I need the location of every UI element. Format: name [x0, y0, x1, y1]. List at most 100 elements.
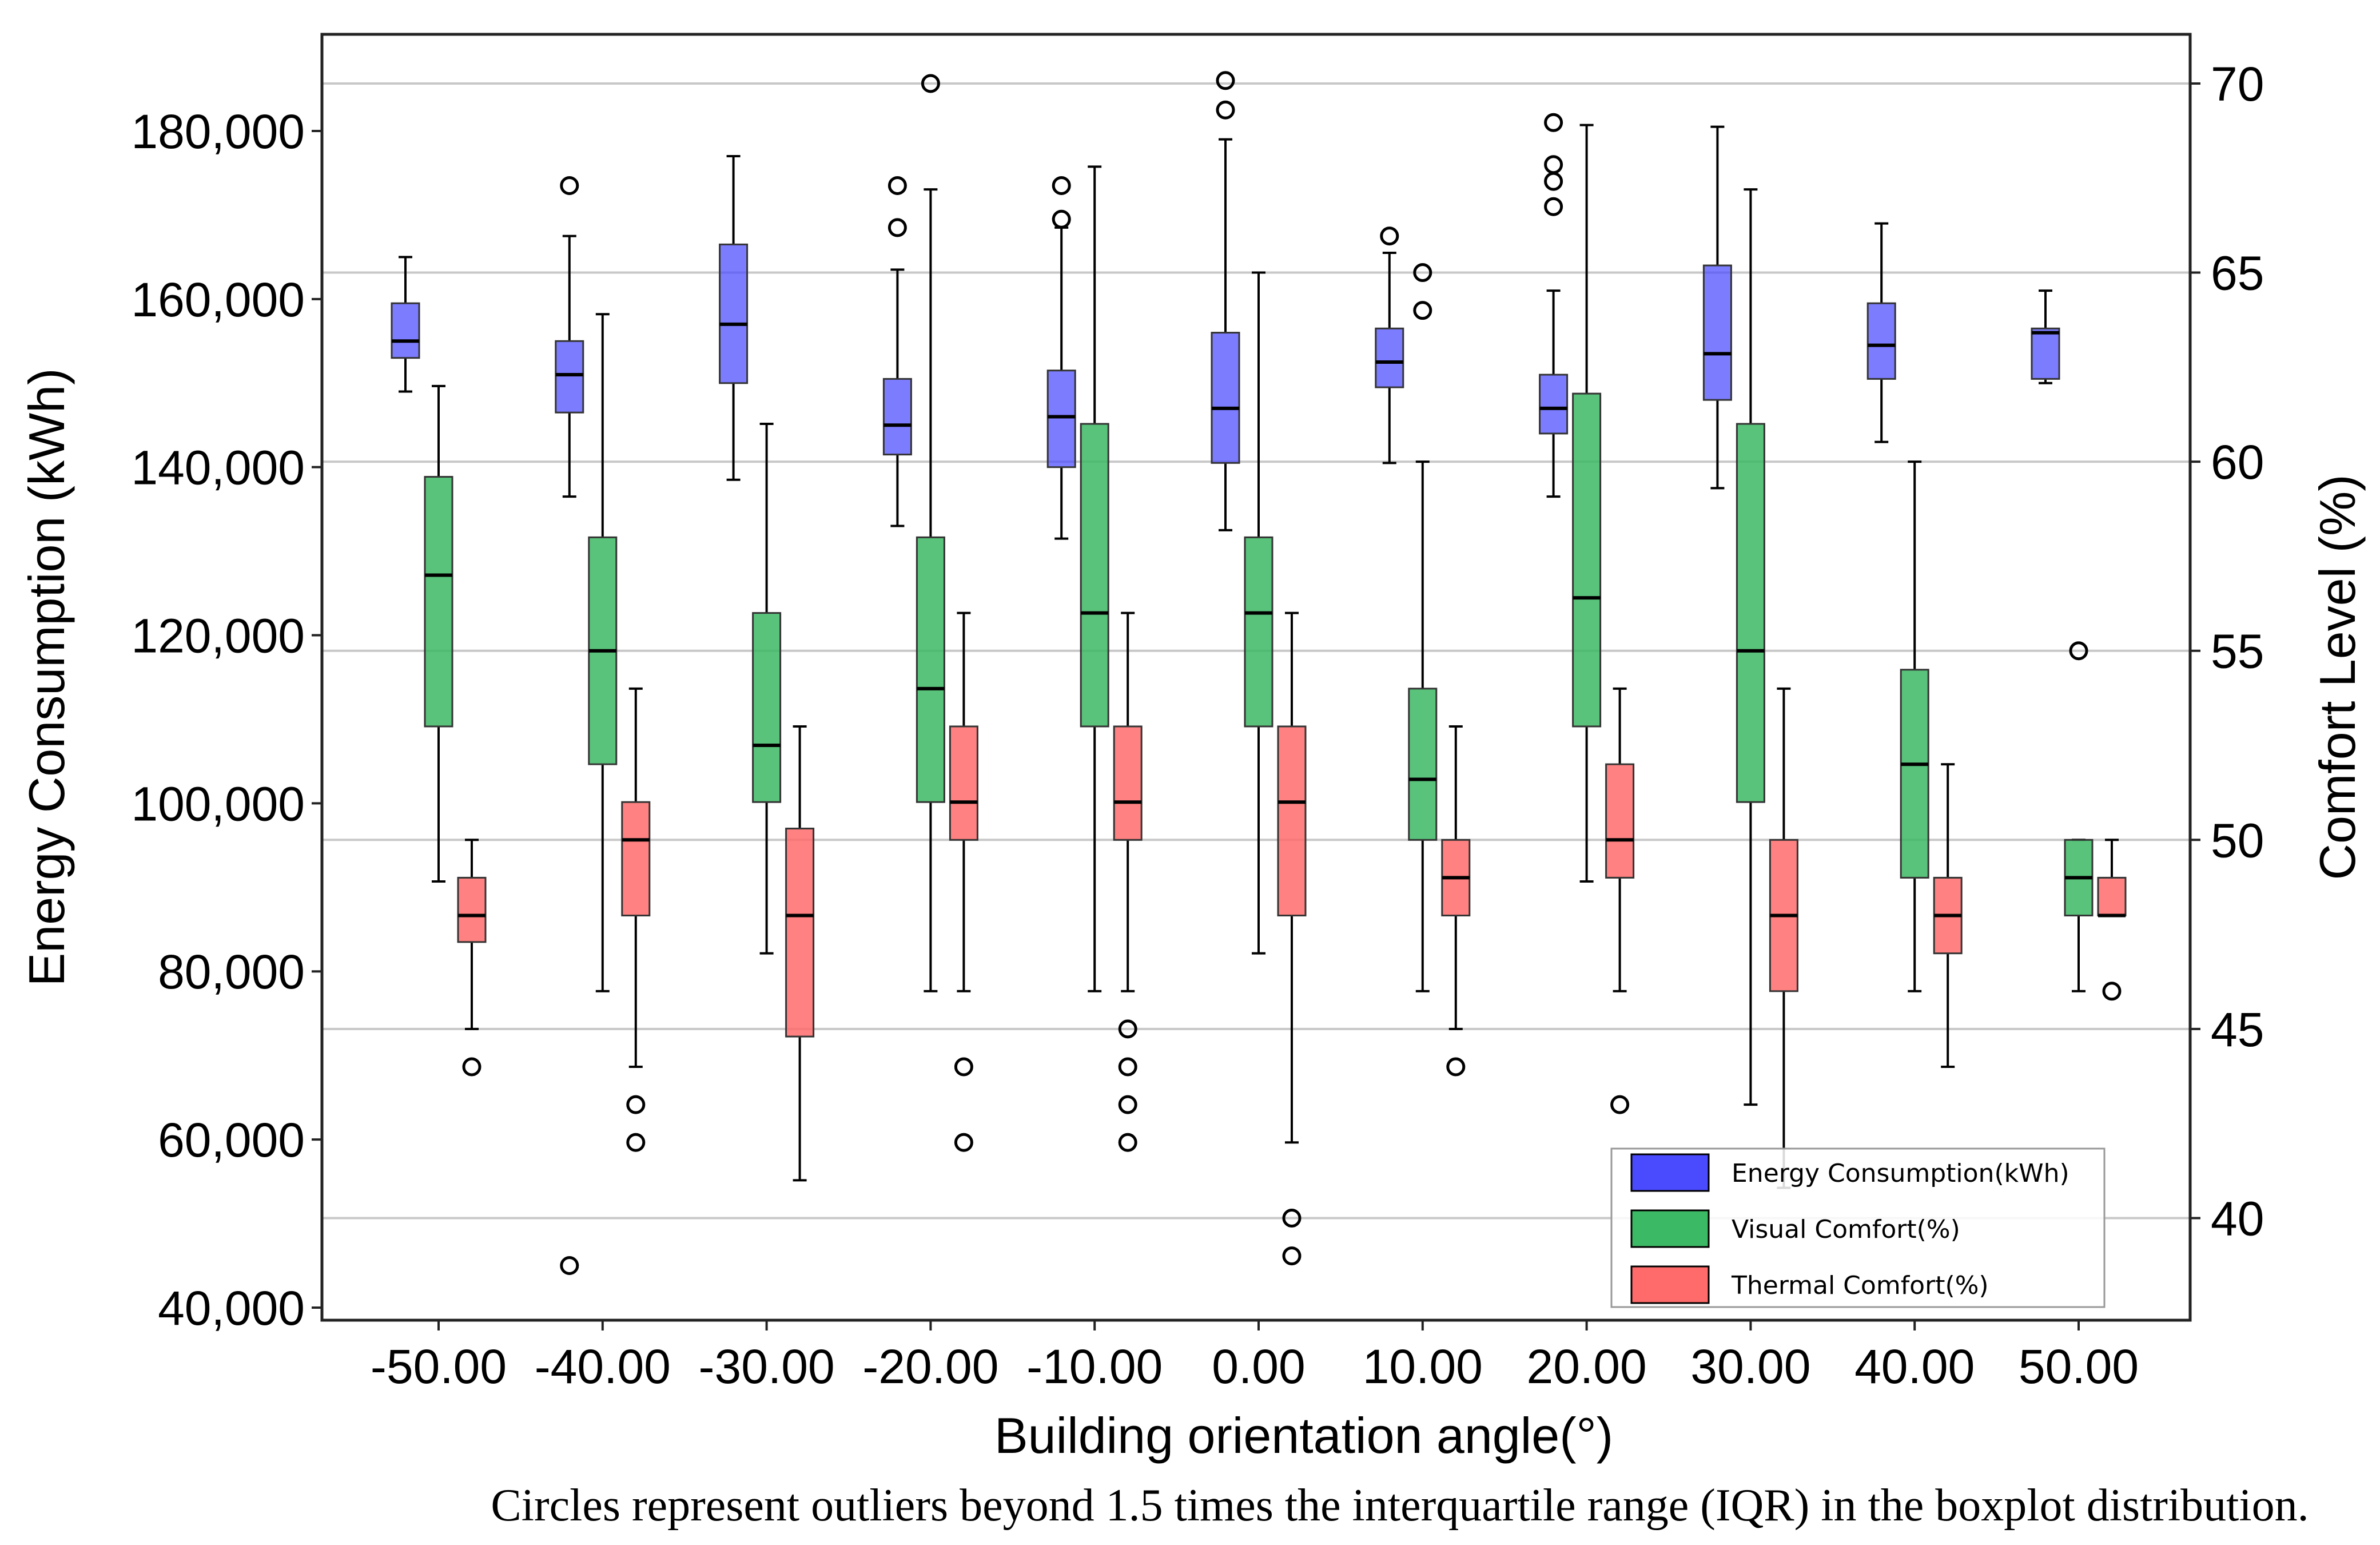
box-2-1: [621, 687, 651, 1152]
outlier-point: [1282, 1208, 1302, 1228]
legend-label-thermal: Thermal Comfort(%): [1731, 1271, 1989, 1300]
y2tick-label-4: 60: [2211, 435, 2264, 489]
outlier-point: [1216, 71, 1235, 90]
legend-label-visual: Visual Comfort(%): [1732, 1215, 1960, 1244]
box-iqr: [1866, 302, 1896, 380]
xtick-label-1: -40.00: [535, 1340, 671, 1393]
outlier-point: [1118, 1057, 1137, 1077]
box-2-2: [785, 725, 815, 1182]
box-iqr: [457, 876, 487, 943]
box-1-5: [1244, 271, 1273, 955]
xtick-label-10: 50.00: [2019, 1340, 2139, 1393]
xtick-label-6: 10.00: [1363, 1340, 1483, 1393]
box-1-7: [1572, 124, 1602, 883]
box-iqr: [1113, 725, 1143, 841]
box-iqr: [391, 302, 420, 359]
box-0-3: [882, 176, 912, 527]
box-iqr: [882, 378, 912, 456]
outlier-point: [954, 1133, 973, 1152]
outlier-point: [921, 74, 940, 93]
box-2-6: [1441, 725, 1471, 1077]
ytick-label-2: 80,000: [158, 945, 305, 999]
legend-swatch-visual: [1630, 1209, 1710, 1248]
xtick-label-5: 0.00: [1212, 1340, 1306, 1393]
box-0-9: [1866, 222, 1896, 443]
ytick-label-6: 160,000: [131, 273, 305, 327]
legend-swatch-thermal: [1630, 1265, 1710, 1304]
outlier-point: [1118, 1019, 1137, 1039]
outlier-point: [887, 218, 907, 237]
box-iqr: [1244, 536, 1273, 728]
box-1-2: [752, 423, 782, 955]
outlier-point: [1610, 1095, 1630, 1114]
box-iqr: [1277, 725, 1307, 917]
box-1-10: [2064, 641, 2094, 992]
outlier-point: [560, 176, 579, 195]
outlier-point: [1282, 1246, 1302, 1266]
y2tick-label-2: 50: [2211, 813, 2264, 867]
box-0-5: [1211, 71, 1240, 531]
outlier-point: [1544, 113, 1563, 132]
outlier-point: [2102, 982, 2122, 1001]
box-0-8: [1702, 125, 1732, 490]
box-iqr: [424, 476, 453, 728]
box-iqr: [785, 827, 815, 1038]
box-2-5: [1277, 611, 1307, 1266]
outlier-point: [1544, 197, 1563, 216]
xtick-label-8: 30.00: [1690, 1340, 1810, 1393]
box-1-9: [1900, 460, 1929, 992]
outlier-point: [1544, 172, 1563, 191]
outlier-point: [626, 1133, 646, 1152]
ytick-label-0: 40,000: [158, 1281, 305, 1335]
box-0-10: [2031, 289, 2060, 384]
legend-swatch-energy: [1630, 1153, 1710, 1192]
box-0-1: [555, 176, 584, 1275]
box-iqr: [1539, 374, 1569, 435]
outlier-point: [626, 1095, 646, 1114]
xtick-label-7: 20.00: [1526, 1340, 1646, 1393]
box-iqr: [1408, 688, 1438, 841]
box-0-2: [719, 155, 749, 481]
legend: Energy Consumption(kWh) Visual Comfort(%…: [1610, 1147, 2106, 1308]
box-iqr: [949, 725, 978, 841]
ytick-label-7: 180,000: [131, 105, 305, 158]
box-1-4: [1080, 165, 1109, 992]
outlier-point: [1413, 301, 1432, 320]
outlier-point: [1052, 176, 1071, 195]
outlier-point: [954, 1057, 973, 1077]
box-0-6: [1375, 227, 1404, 464]
y2tick-label-5: 65: [2211, 247, 2264, 300]
x-axis-title: Building orientation angle(°): [994, 1407, 1613, 1464]
box-iqr: [1080, 423, 1109, 728]
box-iqr: [752, 612, 782, 803]
y2tick-label-0: 40: [2211, 1191, 2264, 1245]
outlier-point: [1118, 1133, 1137, 1152]
outlier-point: [1413, 263, 1432, 283]
plot-frame: [320, 33, 2192, 1322]
box-iqr: [2097, 876, 2127, 917]
box-0-0: [391, 256, 420, 393]
box-2-7: [1605, 687, 1635, 1114]
box-0-7: [1539, 113, 1569, 498]
ytick-label-5: 140,000: [131, 441, 305, 495]
box-2-8: [1769, 687, 1798, 1189]
box-2-3: [949, 611, 978, 1152]
box-iqr: [719, 243, 749, 384]
box-iqr: [1736, 423, 1765, 803]
box-2-9: [1933, 763, 1963, 1069]
box-iqr: [1375, 327, 1404, 388]
outlier-point: [1052, 209, 1071, 229]
ytick-label-1: 60,000: [158, 1113, 305, 1167]
box-1-1: [588, 313, 618, 992]
box-1-3: [916, 74, 945, 992]
box-0-4: [1046, 176, 1076, 540]
box-1-0: [424, 384, 453, 883]
y-axis-title: Energy Consumption (kWh): [18, 368, 75, 987]
outlier-point: [560, 1256, 579, 1275]
outlier-point: [462, 1057, 481, 1077]
outlier-point: [1118, 1095, 1137, 1114]
y2tick-label-3: 55: [2211, 625, 2264, 678]
box-2-4: [1113, 611, 1143, 1152]
outlier-point: [1216, 100, 1235, 120]
